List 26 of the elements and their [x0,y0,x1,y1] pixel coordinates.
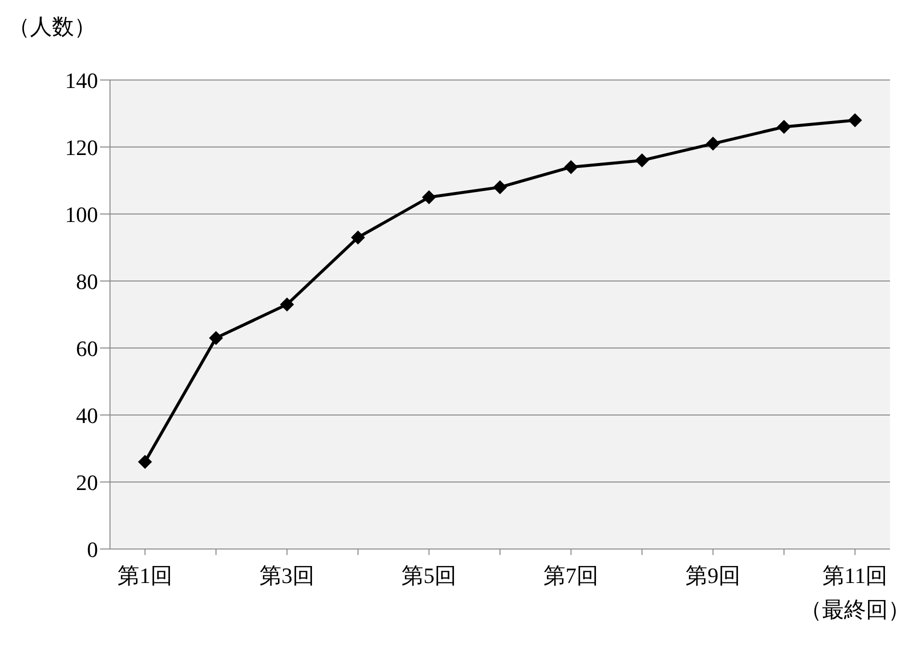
point [280,297,294,312]
point [422,190,436,204]
point [564,160,578,174]
x-tick-label: 第9回 [686,563,740,588]
point [848,113,862,128]
x-tick-label: 第3回 [260,563,314,588]
x-tick-label: 第11回（最終回） [800,563,910,622]
point [635,153,649,168]
y-tick-label: 140 [65,68,98,93]
y-tick-label: 0 [87,536,98,562]
point [493,180,507,194]
point [209,330,223,345]
x-tick-label: 第5回 [402,563,456,588]
point [777,120,791,134]
point [706,136,720,151]
y-axis-title: （人数） [8,13,96,41]
point [138,454,152,469]
y-tick-label: 120 [65,134,98,160]
point [351,230,365,244]
y-tick-label: 60 [76,336,98,361]
x-tick-label: 第1回 [118,563,172,588]
y-tick-label: 40 [76,402,98,428]
y-tick-label: 100 [65,202,98,227]
x-tick-label: 第7回 [544,563,598,588]
y-tick-label: 80 [76,268,98,294]
y-tick-label: 20 [76,470,98,495]
